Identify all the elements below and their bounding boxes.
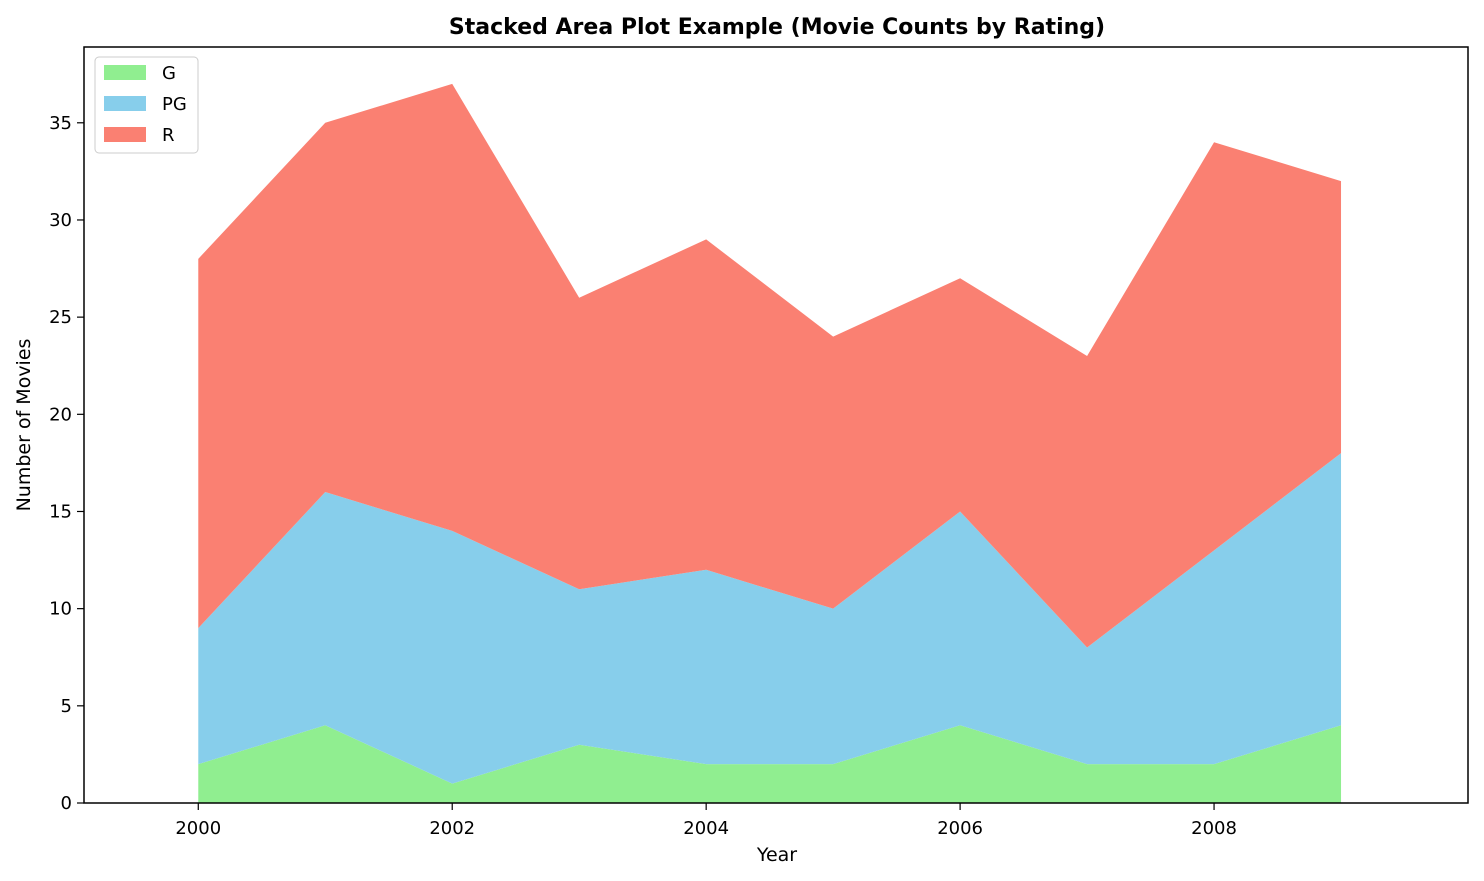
y-tick-label: 30: [49, 210, 72, 231]
y-axis: 0 5 10 15 20 25 30 35: [49, 113, 84, 814]
x-tick-label: 2002: [429, 818, 475, 839]
x-tick-label: 2008: [1191, 818, 1237, 839]
x-tick-label: 2000: [175, 818, 221, 839]
y-tick-label: 10: [49, 599, 72, 620]
legend: G PG R: [94, 56, 199, 154]
legend-label-r: R: [162, 125, 175, 146]
y-tick-label: 15: [49, 501, 72, 522]
legend-swatch-r: [104, 127, 146, 142]
x-tick-label: 2006: [937, 818, 983, 839]
legend-swatch-g: [104, 65, 146, 80]
y-tick-label: 5: [61, 696, 72, 717]
y-tick-label: 25: [49, 307, 72, 328]
plot-frame: [83, 46, 1469, 804]
legend-label-pg: PG: [162, 94, 187, 115]
area-series-r: [198, 83, 1342, 648]
x-axis-label: Year: [756, 844, 797, 866]
legend-swatch-pg: [104, 96, 146, 111]
chart-title: Stacked Area Plot Example (Movie Counts …: [449, 15, 1105, 40]
y-axis-label: Number of Movies: [13, 339, 35, 512]
x-tick-label: 2004: [683, 818, 729, 839]
area-series-pg: [198, 453, 1342, 784]
y-tick-label: 0: [61, 793, 72, 814]
y-tick-label: 20: [49, 404, 72, 425]
x-axis: 2000 2002 2004 2006 2008: [175, 803, 1237, 839]
legend-label-g: G: [162, 63, 176, 84]
area-layers: [198, 83, 1342, 803]
y-tick-label: 35: [49, 113, 72, 134]
